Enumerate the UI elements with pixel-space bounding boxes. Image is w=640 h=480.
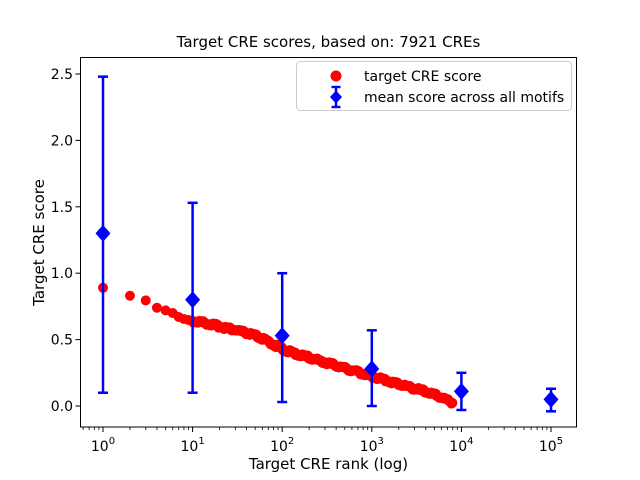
blue-diamond-marker — [274, 327, 290, 345]
blue-diamond-marker — [453, 382, 469, 400]
x-tick-label: 102 — [270, 436, 294, 455]
blue-diamond-marker — [185, 291, 201, 309]
blue-diamond-marker — [95, 224, 111, 242]
y-tick-label: 2.5 — [51, 67, 73, 83]
red-data-point — [124, 290, 135, 301]
blue-diamond-marker — [543, 390, 559, 408]
blue-errorbar-point — [364, 329, 380, 408]
blue-diamond-marker — [364, 360, 380, 378]
legend-label-target-cre-score: target CRE score — [364, 69, 481, 85]
chart-title: Target CRE scores, based on: 7921 CREs — [176, 33, 481, 51]
y-tick-label: 1.0 — [51, 266, 73, 282]
x-tick-label: 101 — [180, 436, 204, 455]
series-mean-score-errorbars — [95, 75, 559, 413]
y-tick-label: 0.5 — [51, 333, 73, 349]
blue-errorbar-point — [185, 201, 201, 394]
x-tick-label: 104 — [449, 436, 473, 455]
legend-marker-red-dot-icon — [330, 70, 342, 82]
legend-marker-blue-diamond-errorbar-icon — [330, 85, 342, 109]
blue-errorbar-point — [95, 75, 111, 394]
x-tick-label: 103 — [360, 436, 384, 455]
legend-box — [296, 61, 572, 111]
blue-errorbar-point — [274, 271, 290, 404]
x-tick-label: 100 — [91, 436, 115, 455]
series-target-cre-score — [98, 282, 458, 409]
red-data-point — [447, 397, 458, 408]
blue-errorbar-point — [453, 371, 469, 412]
legend-label-mean-score: mean score across all motifs — [364, 90, 564, 106]
y-tick-label: 2.0 — [51, 133, 73, 149]
y-axis-label: Target CRE score — [30, 179, 48, 307]
x-tick-label: 105 — [539, 436, 563, 455]
red-data-point — [151, 302, 162, 313]
x-axis-minor-ticks — [82, 427, 548, 430]
x-axis-ticks — [102, 427, 552, 432]
y-tick-label: 0.0 — [51, 399, 73, 415]
blue-errorbar-point — [543, 387, 559, 413]
legend: target CRE score mean score across all m… — [296, 61, 572, 111]
x-axis-tick-labels: 100 101 102 103 104 105 — [91, 436, 563, 455]
y-axis-tick-labels: 0.0 0.5 1.0 1.5 2.0 2.5 — [51, 67, 73, 415]
red-data-point — [140, 295, 151, 306]
y-axis-ticks — [75, 73, 81, 407]
plot-area — [80, 57, 577, 428]
x-axis-label: Target CRE rank (log) — [248, 455, 408, 473]
y-tick-label: 1.5 — [51, 200, 73, 216]
